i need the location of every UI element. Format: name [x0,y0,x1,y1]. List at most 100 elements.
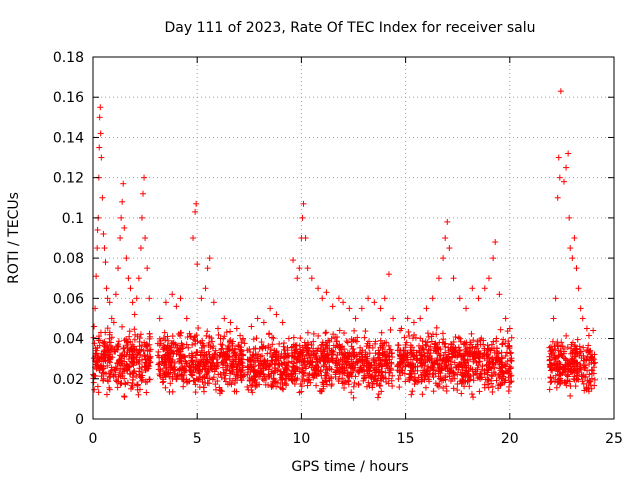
data-point [202,359,209,366]
data-point [162,352,169,359]
data-point [552,295,559,302]
data-point [208,359,215,366]
data-point [160,378,167,385]
data-point [143,359,150,366]
data-point [124,344,131,351]
data-point [192,389,199,396]
data-point [105,378,112,385]
data-point [220,360,227,367]
data-point [134,382,141,389]
data-point [302,235,309,241]
data-point [210,356,217,363]
data-point [450,275,457,282]
data-point [235,343,242,350]
data-point [136,360,143,367]
data-point [577,305,584,312]
data-point [195,367,202,374]
data-point [183,379,190,386]
data-point [123,361,130,368]
data-point [238,356,245,363]
data-point [259,352,266,359]
data-point [439,330,446,337]
data-point [281,346,288,353]
data-point [304,382,311,389]
y-tick-label: 0.14 [53,130,84,146]
data-point [567,245,574,252]
data-point [313,382,320,389]
data-point [215,331,222,338]
data-point [162,365,169,372]
data-point [194,338,201,345]
data-point [350,394,357,401]
data-point [262,381,269,388]
data-point [224,381,231,388]
data-point [96,144,103,151]
data-point [100,230,107,237]
data-point [126,363,133,370]
data-point [351,327,358,334]
data-point [101,245,108,252]
data-point [155,348,162,355]
data-point [443,387,450,394]
data-point [201,349,208,356]
data-point [200,373,207,380]
data-point [217,387,224,394]
data-point [236,365,243,372]
data-point [142,379,149,386]
data-point [233,325,240,332]
data-point [142,235,149,241]
data-point [114,384,121,391]
data-point [169,291,176,298]
data-point [394,341,401,348]
data-point [455,344,462,351]
x-tick-label: 10 [292,431,310,447]
data-point [348,389,355,396]
data-point [329,303,336,310]
data-point [227,319,234,326]
data-point [172,373,179,380]
data-point [389,383,396,390]
data-point [200,342,207,349]
data-point [245,386,252,393]
data-point [546,386,553,393]
data-point [168,364,175,371]
data-point [290,334,297,341]
data-point [131,326,138,333]
data-point [319,295,326,302]
data-point [117,361,124,368]
data-point [267,305,274,312]
data-point [223,329,230,336]
data-point [123,255,130,262]
x-tick-label: 0 [89,431,98,447]
data-point [563,332,570,339]
data-point [193,349,200,356]
data-point [227,328,234,335]
data-point [161,329,168,336]
data-point [190,369,197,376]
data-point [446,245,453,252]
data-point [224,346,231,353]
data-point [484,342,491,349]
data-point [139,364,146,371]
data-point [335,295,342,302]
data-point [244,383,251,390]
data-point [162,384,169,391]
data-point [229,377,236,384]
data-point [458,390,465,397]
data-point [374,394,381,401]
data-point [244,356,251,363]
data-point [378,329,385,336]
data-point [138,346,145,353]
data-point [261,357,268,364]
data-point [111,366,118,373]
data-point [130,362,137,369]
data-point [276,340,283,347]
data-point [104,342,111,349]
data-point [248,363,255,370]
data-point [91,340,98,347]
data-point [244,369,251,376]
data-point [283,364,290,371]
data-point [126,370,133,377]
data-point [176,355,183,362]
data-point [90,355,97,362]
